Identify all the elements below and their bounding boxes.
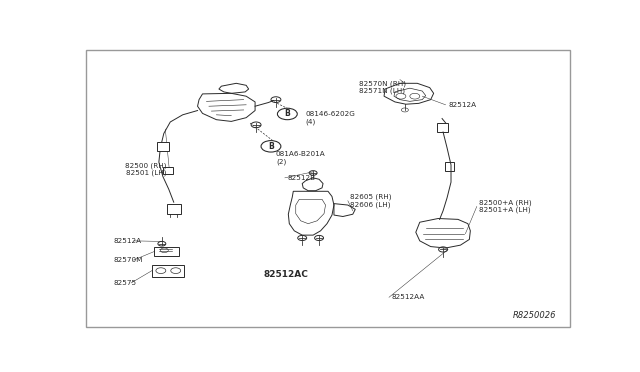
Bar <box>445 162 454 171</box>
Bar <box>154 247 179 256</box>
Circle shape <box>261 141 281 152</box>
Text: 081A6-B201A
(2): 081A6-B201A (2) <box>276 151 326 165</box>
Bar <box>157 142 169 151</box>
Text: 82512B: 82512B <box>287 175 316 181</box>
Bar <box>437 124 448 132</box>
Text: 82575: 82575 <box>114 280 137 286</box>
Bar <box>167 205 180 214</box>
Text: B: B <box>268 142 274 151</box>
Text: 82500 (RH)
82501 (LH): 82500 (RH) 82501 (LH) <box>125 162 167 176</box>
Circle shape <box>277 108 297 120</box>
Text: 82570N (RH)
82571N (LH): 82570N (RH) 82571N (LH) <box>359 80 406 94</box>
Text: B: B <box>284 109 290 118</box>
Text: 82570M: 82570M <box>114 257 143 263</box>
Bar <box>163 167 173 174</box>
Text: R8250026: R8250026 <box>513 311 556 320</box>
Text: 08146-6202G
(4): 08146-6202G (4) <box>306 111 356 125</box>
Text: 82512A: 82512A <box>114 238 142 244</box>
Text: 82512A: 82512A <box>448 102 476 108</box>
Text: 82512AA: 82512AA <box>392 294 425 300</box>
Text: 82500+A (RH)
82501+A (LH): 82500+A (RH) 82501+A (LH) <box>479 199 532 214</box>
Text: 82605 (RH)
82606 (LH): 82605 (RH) 82606 (LH) <box>350 194 392 208</box>
Text: 82512AC: 82512AC <box>264 270 308 279</box>
